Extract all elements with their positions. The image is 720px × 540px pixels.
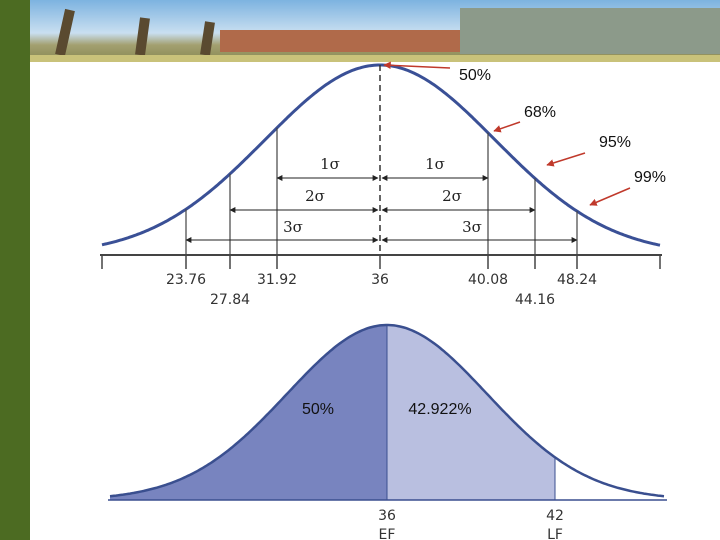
- left-area: [110, 325, 387, 500]
- side-bar: [0, 0, 30, 540]
- sigma-label: 3σ: [283, 218, 303, 236]
- area-label: 42.922%: [408, 401, 471, 418]
- callout-arrow: [383, 61, 451, 70]
- sigma-label: 2σ: [442, 187, 462, 205]
- axis-label: 27.84: [210, 292, 250, 308]
- axis-label: 36: [378, 508, 396, 524]
- area-label: 50%: [302, 401, 334, 418]
- axis-label: 48.24: [557, 272, 597, 288]
- axis-name: LF: [547, 527, 563, 540]
- callout-arrow: [589, 187, 631, 206]
- callout-label: 50%: [459, 67, 491, 84]
- axis-label: 23.76: [166, 272, 206, 288]
- bottom-figure: 50% 42.922% 36 EF 42 LF: [108, 323, 667, 540]
- sigma-label: 1σ: [425, 155, 445, 173]
- axis-label: 40.08: [468, 272, 508, 288]
- axis-label: 36: [371, 272, 389, 288]
- axis-name: EF: [379, 527, 396, 540]
- middle-area: [387, 325, 555, 500]
- banner-trees: [55, 8, 215, 57]
- banner-building: [220, 30, 460, 52]
- callout-arrow: [546, 152, 586, 167]
- axis-label: 31.92: [257, 272, 297, 288]
- sigma-label: 1σ: [320, 155, 340, 173]
- callout-label: 99%: [634, 169, 666, 186]
- banner-building: [460, 8, 720, 54]
- axis-label: 42: [546, 508, 564, 524]
- callout-arrow: [493, 121, 521, 133]
- sigma-label: 3σ: [462, 218, 482, 236]
- bell-curve: [101, 63, 661, 247]
- banner-strip: [30, 55, 720, 62]
- sigma-label: 2σ: [305, 187, 325, 205]
- callout-label: 68%: [524, 104, 556, 121]
- callout-label: 95%: [599, 134, 631, 151]
- axis-label: 44.16: [515, 292, 555, 308]
